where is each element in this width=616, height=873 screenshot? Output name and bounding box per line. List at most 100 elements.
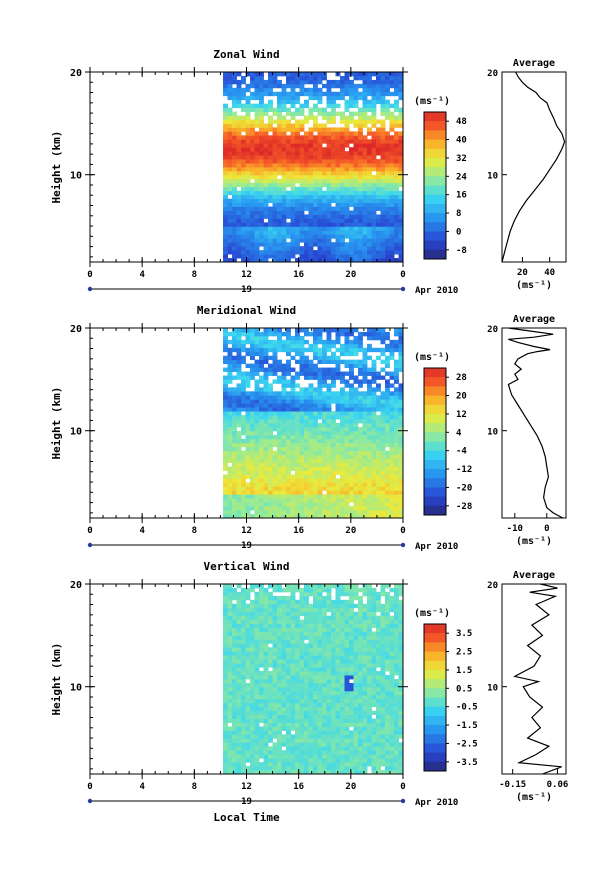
colorbar-segment bbox=[424, 496, 446, 507]
heatmap-cell bbox=[299, 434, 305, 440]
heatmap-cell bbox=[313, 639, 318, 644]
heatmap-cell bbox=[389, 135, 395, 140]
heatmap-cell bbox=[241, 490, 246, 495]
heatmap-cell bbox=[290, 615, 296, 621]
heatmap-cell bbox=[259, 631, 264, 636]
heatmap-cell bbox=[223, 339, 228, 345]
heatmap-cell bbox=[340, 206, 345, 211]
heatmap-cell bbox=[263, 198, 269, 204]
heatmap-cell bbox=[286, 462, 291, 467]
heatmap-cell bbox=[313, 139, 318, 144]
heatmap-cell bbox=[371, 218, 377, 223]
heatmap-cell bbox=[331, 454, 336, 460]
heatmap-cell bbox=[304, 643, 309, 648]
heatmap-cell bbox=[322, 595, 327, 601]
heatmap-cell bbox=[394, 343, 399, 349]
colorbar-segment bbox=[424, 231, 446, 242]
heatmap-cell bbox=[250, 690, 255, 696]
heatmap-cell bbox=[281, 694, 287, 700]
heatmap-cell bbox=[281, 218, 287, 223]
heatmap-cell bbox=[380, 395, 386, 400]
heatmap-cell bbox=[326, 218, 332, 223]
heatmap-cell bbox=[232, 163, 237, 168]
heatmap-cell bbox=[326, 770, 332, 775]
heatmap-cell bbox=[376, 238, 381, 243]
heatmap-cell bbox=[241, 163, 246, 168]
heatmap-cell bbox=[344, 127, 350, 132]
heatmap-cell bbox=[277, 391, 282, 396]
heatmap-cell bbox=[317, 754, 323, 759]
heatmap-cell bbox=[394, 159, 399, 164]
heatmap-cell bbox=[398, 474, 404, 479]
heatmap-cell bbox=[322, 655, 327, 660]
heatmap-cell bbox=[268, 387, 273, 392]
heatmap-cell bbox=[250, 347, 255, 353]
heatmap-cell bbox=[344, 434, 350, 440]
heatmap-cell bbox=[313, 135, 318, 140]
heatmap-cell bbox=[268, 726, 273, 731]
heatmap-cell bbox=[286, 230, 291, 235]
heatmap-cell bbox=[286, 655, 291, 660]
heatmap-cell bbox=[313, 671, 318, 676]
heatmap-cell bbox=[335, 450, 341, 456]
heatmap-cell bbox=[254, 174, 260, 180]
heatmap-cell bbox=[245, 595, 251, 601]
heatmap-cell bbox=[335, 470, 341, 475]
heatmap-cell bbox=[326, 510, 332, 515]
heatmap-cell bbox=[272, 770, 278, 775]
heatmap-cell bbox=[290, 647, 296, 652]
heatmap-cell bbox=[259, 375, 264, 380]
heatmap-cell bbox=[286, 367, 291, 372]
heatmap-cell bbox=[358, 230, 363, 235]
heatmap-cell bbox=[340, 238, 345, 243]
heatmap-cell bbox=[254, 758, 260, 763]
heatmap-cell bbox=[340, 387, 345, 392]
heatmap-cell bbox=[259, 694, 264, 700]
heatmap-cell bbox=[245, 202, 251, 207]
heatmap-cell bbox=[371, 135, 377, 140]
heatmap-cell bbox=[259, 615, 264, 621]
heatmap-cell bbox=[223, 434, 228, 440]
heatmap-cell bbox=[398, 87, 404, 93]
heatmap-cell bbox=[254, 659, 260, 664]
heatmap-cell bbox=[362, 490, 368, 495]
heatmap-cell bbox=[286, 206, 291, 211]
heatmap-cell bbox=[281, 202, 287, 207]
heatmap-cell bbox=[371, 387, 377, 392]
heatmap-cell bbox=[277, 359, 282, 365]
heatmap-cell bbox=[398, 359, 404, 365]
heatmap-cell bbox=[245, 442, 251, 448]
heatmap-cell bbox=[304, 502, 309, 507]
heatmap-cell bbox=[295, 627, 300, 632]
heatmap-cell bbox=[344, 347, 350, 353]
heatmap-cell bbox=[245, 258, 251, 263]
heatmap bbox=[223, 584, 404, 775]
heatmap-cell bbox=[250, 434, 255, 440]
heatmap-cell bbox=[394, 486, 399, 491]
heatmap-cell bbox=[236, 246, 242, 251]
heatmap-cell bbox=[398, 139, 404, 144]
heatmap-cell bbox=[353, 478, 359, 483]
heatmap-cell bbox=[371, 403, 377, 408]
heatmap-cell bbox=[295, 151, 300, 156]
heatmap-cell bbox=[241, 675, 246, 680]
heatmap-cell bbox=[317, 210, 323, 215]
heatmap-cell bbox=[241, 702, 246, 708]
heatmap-cell bbox=[340, 730, 345, 735]
heatmap-cell bbox=[299, 702, 305, 708]
heatmap-cell bbox=[380, 510, 386, 515]
heatmap-cell bbox=[322, 226, 327, 231]
heatmap-cell bbox=[340, 391, 345, 396]
heatmap-cell bbox=[367, 462, 372, 467]
heatmap-cell bbox=[232, 770, 237, 775]
heatmap-cell bbox=[317, 411, 323, 416]
heatmap-cell bbox=[254, 75, 260, 81]
heatmap-cell bbox=[227, 754, 233, 759]
heatmap-cell bbox=[254, 395, 260, 400]
heatmap-cell bbox=[308, 746, 314, 751]
heatmap-cell bbox=[245, 742, 251, 747]
heatmap-cell bbox=[299, 599, 305, 605]
heatmap-cell bbox=[254, 434, 260, 440]
heatmap-cell bbox=[331, 222, 336, 227]
heatmap-cell bbox=[236, 698, 242, 704]
